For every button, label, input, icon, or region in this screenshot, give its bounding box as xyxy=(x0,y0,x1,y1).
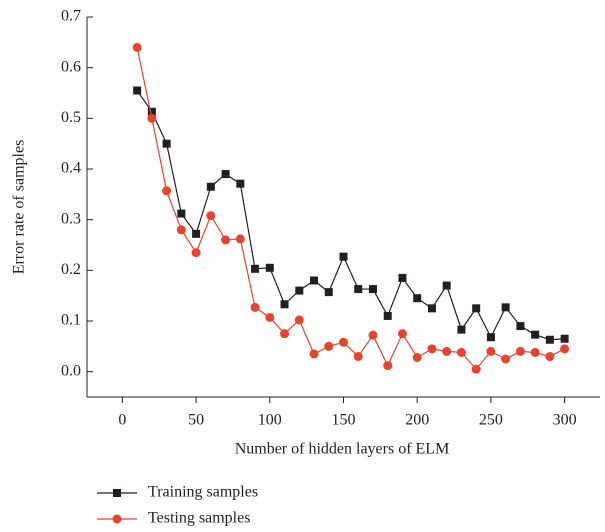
x-tick-label: 300 xyxy=(553,412,577,429)
point xyxy=(545,351,555,361)
point xyxy=(412,352,422,362)
point xyxy=(427,304,436,313)
point xyxy=(398,273,407,282)
point xyxy=(324,288,333,297)
y-tick-label: 0.2 xyxy=(61,261,81,278)
point xyxy=(295,286,304,295)
point xyxy=(383,311,392,320)
point xyxy=(456,347,466,357)
point xyxy=(206,182,215,191)
y-tick-label: 0.7 xyxy=(61,8,81,25)
point xyxy=(191,248,201,258)
point xyxy=(294,315,304,325)
y-axis-label: Error rate of samples xyxy=(11,140,28,275)
point xyxy=(442,346,452,356)
x-tick-label: 200 xyxy=(405,412,429,429)
point xyxy=(486,333,495,342)
point xyxy=(133,86,142,95)
y-tick-label: 0.4 xyxy=(61,160,81,177)
point xyxy=(516,322,525,331)
point xyxy=(472,304,481,313)
y-tick-label: 0.1 xyxy=(61,312,81,329)
point xyxy=(486,346,496,356)
point xyxy=(132,42,142,52)
point xyxy=(515,346,525,356)
point xyxy=(339,252,348,261)
point xyxy=(457,325,466,334)
point xyxy=(280,329,290,339)
x-tick-label: 100 xyxy=(258,412,282,429)
point xyxy=(265,312,275,322)
legend-marker xyxy=(113,489,121,497)
point xyxy=(162,186,172,196)
point xyxy=(221,235,231,245)
series-line xyxy=(136,47,565,371)
point xyxy=(339,337,348,347)
point xyxy=(383,361,393,371)
point xyxy=(442,281,451,290)
point xyxy=(221,170,230,179)
point xyxy=(235,234,245,244)
point xyxy=(560,344,570,354)
point xyxy=(236,179,245,188)
x-tick-label: 0 xyxy=(118,412,126,429)
point xyxy=(368,330,378,340)
point xyxy=(353,351,363,361)
point xyxy=(310,276,319,285)
point xyxy=(147,107,156,116)
point xyxy=(324,341,334,351)
point xyxy=(427,344,437,354)
point xyxy=(354,285,363,294)
point xyxy=(206,211,216,221)
x-tick-label: 50 xyxy=(188,412,204,429)
point xyxy=(501,303,510,312)
point xyxy=(309,349,319,359)
legend-label: Testing samples xyxy=(148,510,250,527)
point xyxy=(177,209,186,218)
point xyxy=(560,334,569,343)
point xyxy=(368,285,377,294)
legend-label: Training samples xyxy=(148,484,258,501)
point xyxy=(192,229,201,238)
x-tick-label: 150 xyxy=(332,412,356,429)
point xyxy=(147,113,157,123)
point xyxy=(397,329,407,339)
point xyxy=(280,300,289,309)
point xyxy=(413,294,422,303)
series-line xyxy=(136,90,565,341)
point xyxy=(531,330,540,339)
point xyxy=(250,302,260,312)
x-tick-label: 250 xyxy=(479,412,503,429)
point xyxy=(176,225,186,235)
point xyxy=(501,354,511,364)
point xyxy=(530,347,540,357)
y-tick-label: 0.0 xyxy=(61,362,81,379)
point xyxy=(251,264,260,273)
y-tick-label: 0.5 xyxy=(61,109,81,126)
point xyxy=(471,364,481,374)
x-axis-label: Number of hidden layers of ELM xyxy=(235,441,450,458)
point xyxy=(265,263,274,272)
point xyxy=(545,335,554,344)
legend-marker xyxy=(112,514,122,524)
y-tick-label: 0.6 xyxy=(61,58,81,75)
point xyxy=(162,139,171,148)
y-tick-label: 0.3 xyxy=(61,210,81,227)
